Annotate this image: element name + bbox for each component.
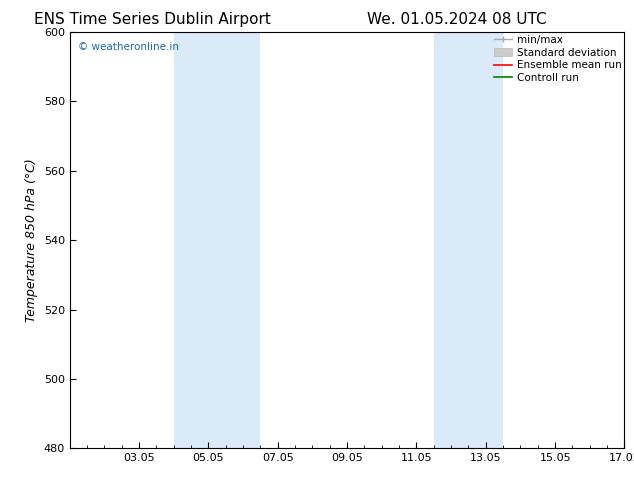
Bar	[434, 32, 503, 448]
Text: We. 01.05.2024 08 UTC: We. 01.05.2024 08 UTC	[366, 12, 547, 27]
Legend: min/max, Standard deviation, Ensemble mean run, Controll run: min/max, Standard deviation, Ensemble me…	[494, 35, 621, 83]
Y-axis label: Temperature 850 hPa (°C): Temperature 850 hPa (°C)	[25, 158, 38, 322]
Bar	[174, 32, 261, 448]
Text: © weatheronline.in: © weatheronline.in	[78, 42, 179, 52]
Text: ENS Time Series Dublin Airport: ENS Time Series Dublin Airport	[34, 12, 271, 27]
